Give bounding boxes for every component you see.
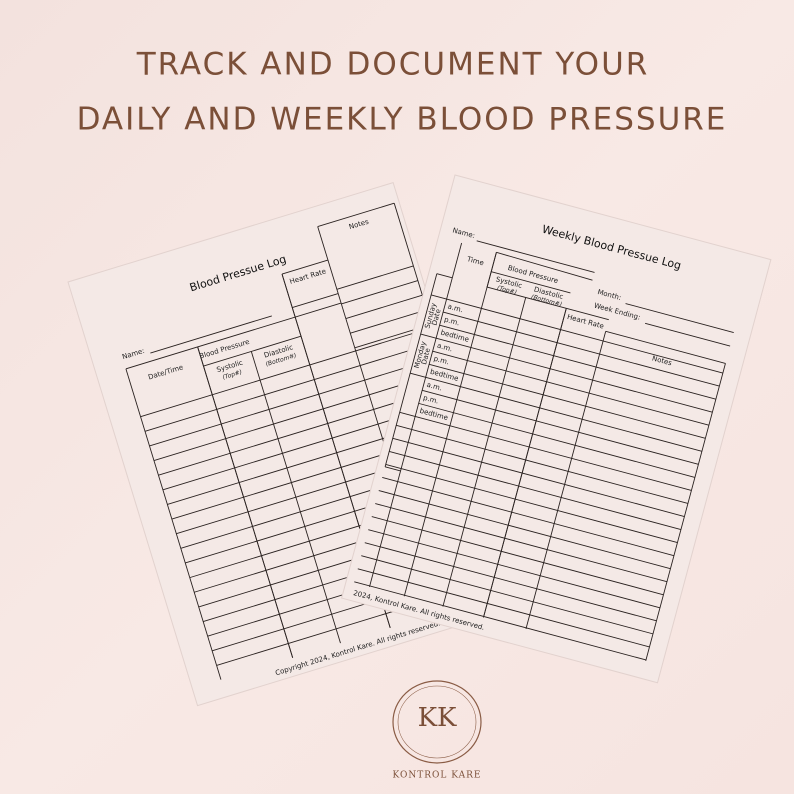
table-line [429, 363, 706, 439]
table-line [384, 273, 438, 467]
table-line [336, 265, 414, 290]
table-line [645, 363, 726, 662]
table-line [357, 568, 650, 648]
table-line [292, 293, 339, 308]
logo: KK KONTROL KARE [392, 680, 482, 781]
table-line [410, 372, 703, 452]
table-line [418, 402, 696, 478]
time-label: a.m. [447, 302, 464, 314]
table-line [566, 307, 609, 321]
table-line [382, 477, 675, 557]
time-label: p.m. [433, 355, 450, 367]
table-line [153, 370, 446, 461]
table-line [525, 331, 607, 629]
table-line [125, 368, 222, 680]
table-line [422, 389, 699, 465]
column-header: (Top#) [496, 284, 517, 296]
table-line [385, 463, 678, 544]
table-line [403, 252, 497, 597]
table-line [281, 259, 329, 275]
table-line [384, 466, 401, 472]
logo-brand: KONTROL KARE [393, 771, 482, 781]
table-line [369, 242, 463, 588]
table-line [203, 335, 302, 367]
table-line [368, 529, 661, 609]
table-line [364, 542, 657, 622]
table-line [436, 273, 453, 279]
table-line [491, 271, 571, 294]
table-line [345, 294, 423, 319]
logo-ring [397, 685, 477, 759]
name-line [476, 240, 595, 273]
table-line [392, 437, 685, 517]
table-line [483, 308, 567, 618]
table-line [361, 555, 654, 635]
table-line [605, 330, 726, 364]
headline: DAILY AND WEEKLY BLOOD PRESSURE [77, 102, 728, 138]
table-line [317, 202, 395, 228]
table-line [442, 297, 527, 607]
table-line [341, 280, 418, 305]
table-line [399, 411, 692, 491]
table-line [375, 503, 668, 583]
time-label: a.m. [426, 381, 443, 393]
time-label: p.m. [422, 394, 439, 406]
table-line [439, 324, 716, 400]
table-line [431, 294, 723, 374]
name-line [150, 315, 272, 354]
time-label: p.m. [443, 316, 460, 328]
table-line [149, 356, 442, 447]
month-line [625, 303, 734, 333]
time-label: a.m. [436, 342, 453, 354]
table-line [371, 516, 664, 596]
table-line [140, 327, 433, 418]
table-line [442, 311, 720, 387]
week-ending-line [644, 322, 731, 347]
table-line [396, 424, 689, 504]
logo-initials: KK [418, 703, 457, 733]
table-line [420, 333, 713, 413]
table-line [432, 350, 710, 426]
sheet [341, 174, 772, 684]
table-line [496, 251, 593, 281]
table-line [378, 490, 671, 570]
table-line [350, 309, 427, 334]
table-line [389, 450, 682, 530]
table-line [486, 286, 567, 309]
table-line [125, 302, 342, 370]
table-line [144, 341, 437, 432]
table-line [197, 346, 294, 658]
logo-ring [392, 680, 482, 764]
table-line [354, 581, 647, 661]
headline: TRACK AND DOCUMENT YOUR [136, 47, 650, 83]
